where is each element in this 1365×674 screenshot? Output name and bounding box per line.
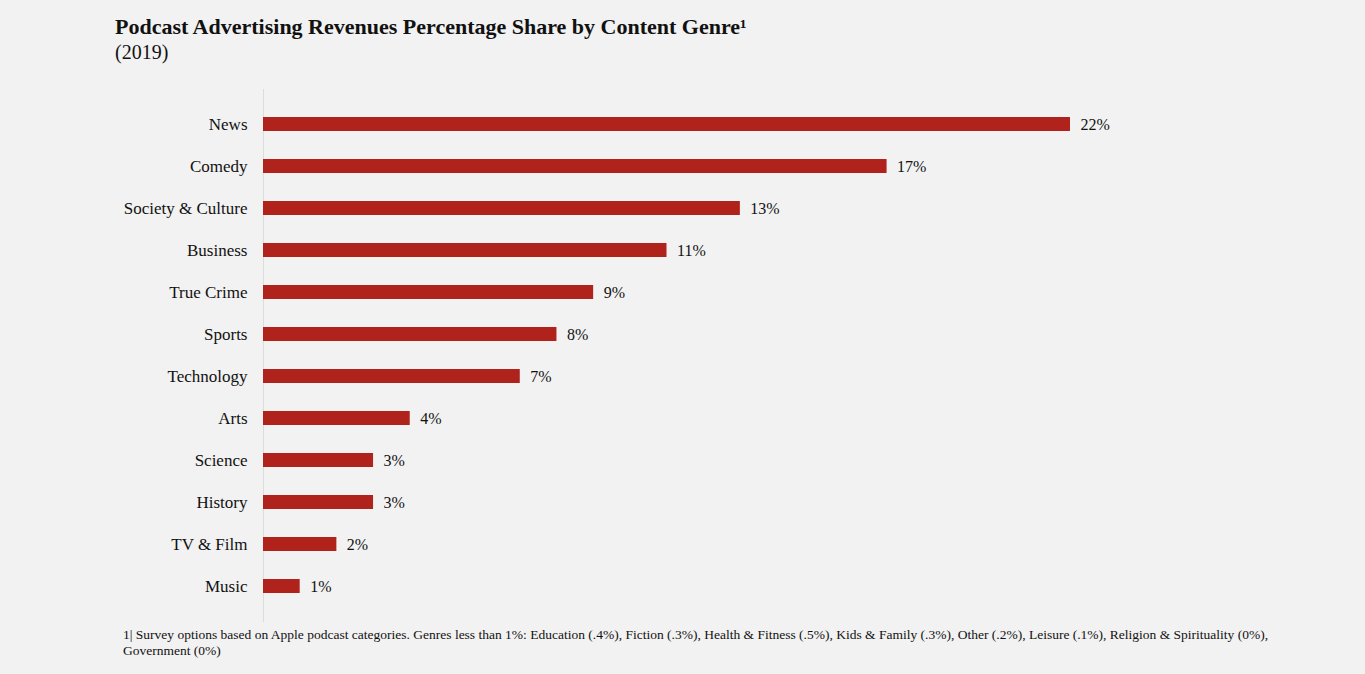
svg-text:Comedy: Comedy	[190, 157, 248, 176]
svg-text:3%: 3%	[384, 452, 405, 469]
html-text:(2019): (2019)	[115, 41, 169, 63]
svg-text:Technology: Technology	[167, 367, 248, 386]
svg-text:11%: 11%	[677, 242, 706, 259]
svg-text:4%: 4%	[420, 410, 441, 427]
svg-text:Society & Culture: Society & Culture	[124, 199, 248, 218]
svg-text:17%: 17%	[897, 158, 926, 175]
svg-text:True Crime: True Crime	[169, 283, 247, 302]
svg-text:7%: 7%	[530, 368, 551, 385]
svg-text:3%: 3%	[384, 494, 405, 511]
svg-text:Music: Music	[205, 577, 248, 596]
svg-text:News: News	[209, 115, 248, 134]
svg-text:Science: Science	[195, 451, 248, 470]
svg-text:1%: 1%	[310, 578, 331, 595]
svg-text:TV & Film: TV & Film	[171, 535, 247, 554]
svg-text:Business: Business	[187, 241, 247, 260]
svg-text:Sports: Sports	[204, 325, 247, 344]
svg-text:Arts: Arts	[218, 409, 247, 428]
svg-text:2%: 2%	[347, 536, 368, 553]
svg-text:13%: 13%	[750, 200, 779, 217]
svg-text:22%: 22%	[1081, 116, 1110, 133]
svg-text:History: History	[197, 493, 249, 512]
svg-text:8%: 8%	[567, 326, 588, 343]
html-text:Podcast Advertising Revenues P: Podcast Advertising Revenues Percentage …	[115, 14, 747, 39]
html-text:1| Survey options based on App: 1| Survey options based on Apple podcast…	[123, 627, 1269, 658]
svg-text:9%: 9%	[604, 284, 625, 301]
